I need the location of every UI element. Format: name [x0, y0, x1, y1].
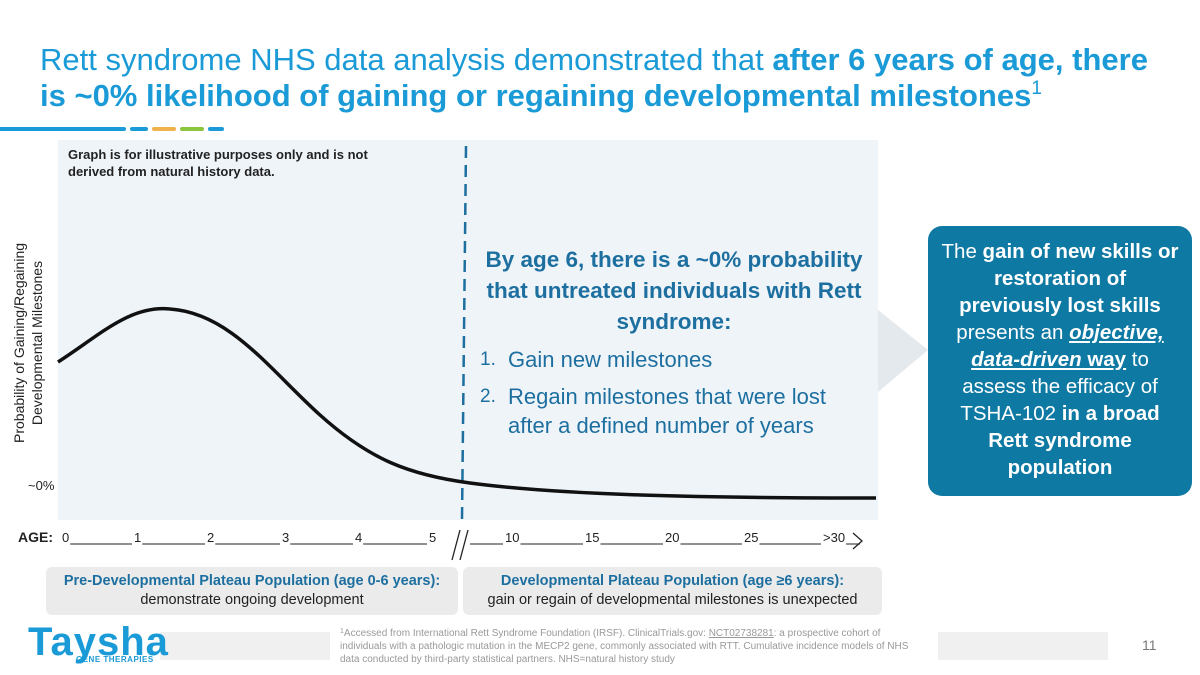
side-text: presents an — [956, 321, 1070, 344]
decoration — [160, 632, 1108, 660]
age-tick-label: 3 — [282, 530, 289, 545]
age-axis: 0 1 2 3 4 5 10 15 20 25 >30 — [62, 530, 860, 545]
divider — [460, 145, 468, 521]
side-text: The — [941, 240, 983, 263]
callout-item: 1. Gain new milestones — [474, 345, 874, 374]
age-tick-label: 1 — [134, 530, 141, 545]
population-box: Pre-Developmental Plateau Population (ag… — [46, 567, 458, 615]
item-text: Gain new milestones — [508, 347, 713, 372]
population-box: Developmental Plateau Population (age ≥6… — [463, 567, 882, 615]
age-tick-label: 5 — [429, 530, 436, 545]
population-title: Developmental Plateau Population (age ≥6… — [500, 573, 845, 589]
side-box: The gain of new skills or restoration of… — [928, 226, 1192, 496]
title-text: Rett syndrome NHS data analysis demonstr… — [40, 42, 773, 77]
side-text: objective, data-driven — [971, 321, 1164, 371]
population-text: gain or regain of developmental mileston… — [487, 592, 858, 608]
side-text: to assess the efficacy of TSHA-102 — [960, 348, 1158, 425]
callout-heading: By age 6, there is a ~0% probability tha… — [485, 247, 863, 334]
side-text: gain of new skills or restoration of pre… — [959, 240, 1179, 317]
break-mark — [459, 529, 469, 561]
axis-arrow — [852, 532, 863, 550]
page-number: 11 — [1142, 637, 1157, 653]
y-axis-label: Probability of Gaining/Regaining — [11, 243, 27, 443]
age-tick-label: 20 — [665, 530, 679, 545]
population-title: Pre-Developmental Plateau Population (ag… — [63, 573, 441, 589]
logo-name: Taysha — [28, 620, 169, 664]
item-text: Regain milestones that were lost after a… — [508, 384, 826, 438]
title-bold: after 6 years of age, there is ~0% likel… — [40, 42, 1148, 113]
side-text: in a broad Rett syndrome population — [988, 402, 1160, 479]
logo-tagline: GENE THERAPIES — [76, 655, 154, 664]
title-sup: 1 — [1031, 78, 1042, 99]
footnote-text: : a prospective cohort of individuals wi… — [340, 628, 909, 665]
footnote: 1Accessed from International Rett Syndro… — [340, 627, 920, 666]
break-mark — [451, 529, 461, 561]
age-tick-label: 0 — [62, 530, 69, 545]
y-axis-label: Developmental Milestones — [29, 261, 45, 425]
age-tick-label: 4 — [355, 530, 362, 545]
pointer — [878, 310, 928, 392]
age-tick-label: 10 — [505, 530, 519, 545]
population-text: demonstrate ongoing development — [140, 592, 364, 608]
zero-label: ~0% — [28, 478, 55, 493]
footnote-sup: 1 — [340, 628, 344, 635]
illustrative-curve — [57, 306, 877, 500]
footnote-link[interactable]: NCT02738281 — [708, 628, 774, 639]
logo: Taysha GENE THERAPIES — [28, 620, 169, 664]
item-number: 2. — [480, 386, 496, 407]
age-tick-label: 2 — [207, 530, 214, 545]
age-label: AGE: — [18, 529, 53, 545]
side-text: way — [1081, 348, 1127, 371]
graph-note: Graph is for illustrative purposes only … — [68, 147, 368, 179]
age-tick-label: >30 — [823, 530, 845, 545]
title: Rett syndrome NHS data analysis demonstr… — [40, 42, 1180, 114]
graph-panel — [58, 140, 878, 520]
callout: By age 6, there is a ~0% probability tha… — [474, 244, 874, 448]
footnote-text: Accessed from International Rett Syndrom… — [343, 628, 709, 639]
age-tick-label: 25 — [744, 530, 758, 545]
age-tick-label: 15 — [585, 530, 599, 545]
item-number: 1. — [480, 349, 496, 370]
callout-item: 2. Regain milestones that were lost after… — [474, 382, 874, 440]
